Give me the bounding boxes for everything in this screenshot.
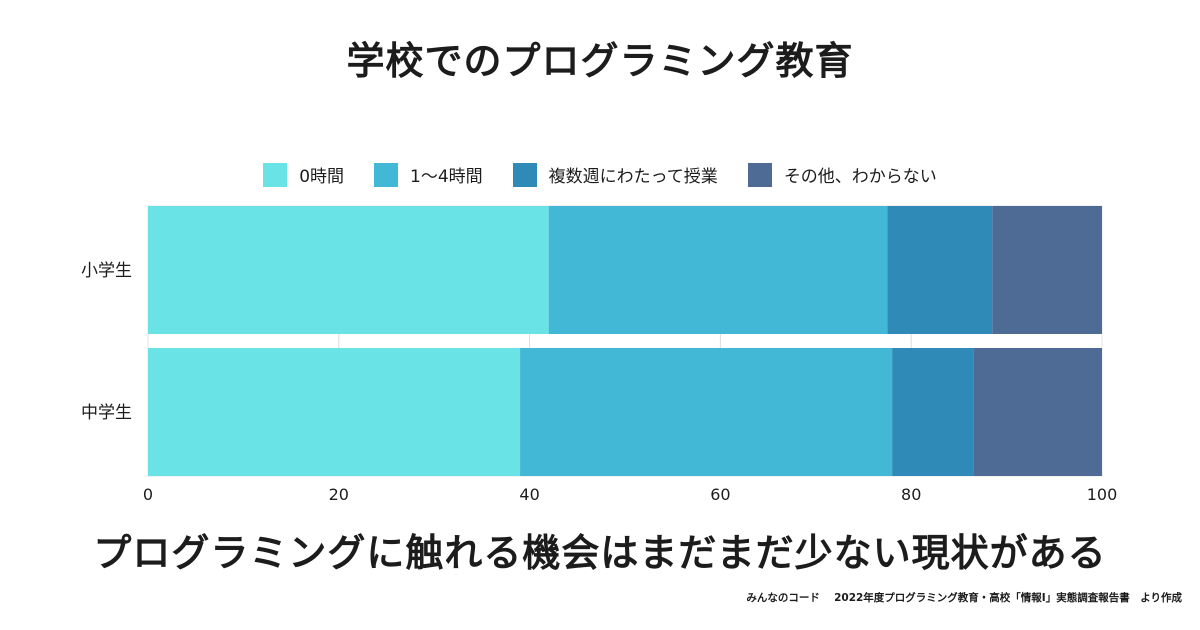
x-tick-label: 60 [710,485,730,504]
bar-segment [892,348,974,476]
x-tick-label: 80 [901,485,921,504]
bar-segment [548,206,888,334]
x-tick-label: 40 [519,485,539,504]
source-note: みんなのコード 2022年度プログラミング教育・高校「情報I」実態調査報告書 よ… [746,592,1182,604]
bar-segment [520,348,893,476]
legend-swatch [747,162,772,187]
chart-title: 学校でのプログラミング教育 [346,39,854,83]
legend-label: 1〜4時間 [410,167,483,187]
legend-item: 0時間 [263,162,344,187]
x-tick-label: 100 [1087,485,1118,504]
legend-item: 複数週にわたって授業 [512,162,718,187]
bar-segment [887,206,993,334]
legend-swatch [512,162,537,187]
x-tick-label: 20 [329,485,349,504]
bar-segment [992,206,1102,334]
category-label: 小学生 [81,261,132,281]
bar-segment [148,206,549,334]
legend-swatch [263,162,288,187]
chart-legend: 0時間 1〜4時間 複数週にわたって授業 その他、わからない [0,162,1200,187]
legend-item: 1〜4時間 [374,162,483,187]
legend-label: その他、わからない [783,167,937,187]
x-tick-label: 0 [143,485,153,504]
legend-item: その他、わからない [747,162,937,187]
category-label: 中学生 [81,403,132,423]
bar-segment [148,348,521,476]
headline-text: プログラミングに触れる機会はまだまだ少ない現状がある [93,531,1107,575]
bar-segment [973,348,1102,476]
legend-label: 0時間 [299,167,345,187]
legend-swatch [374,162,399,187]
legend-label: 複数週にわたって授業 [548,167,718,187]
